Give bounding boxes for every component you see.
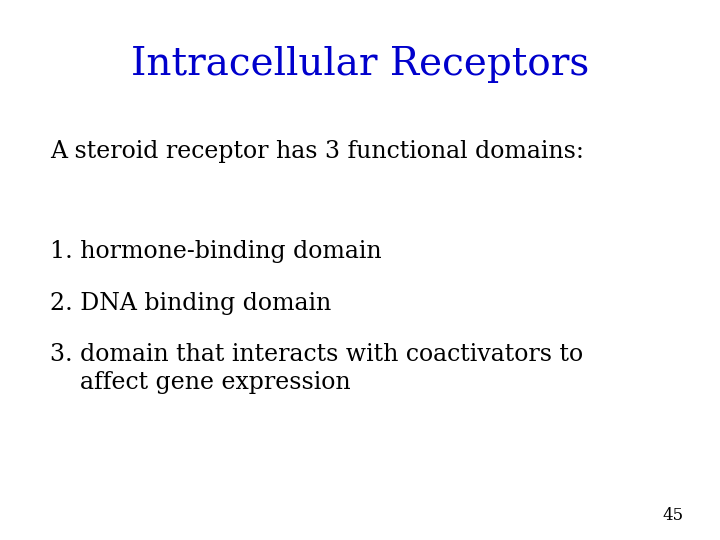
Text: Intracellular Receptors: Intracellular Receptors (131, 46, 589, 83)
Text: 3. domain that interacts with coactivators to
    affect gene expression: 3. domain that interacts with coactivato… (50, 343, 583, 394)
Text: A steroid receptor has 3 functional domains:: A steroid receptor has 3 functional doma… (50, 140, 584, 163)
Text: 45: 45 (663, 507, 684, 524)
Text: 2. DNA binding domain: 2. DNA binding domain (50, 292, 332, 315)
Text: 1. hormone-binding domain: 1. hormone-binding domain (50, 240, 382, 264)
